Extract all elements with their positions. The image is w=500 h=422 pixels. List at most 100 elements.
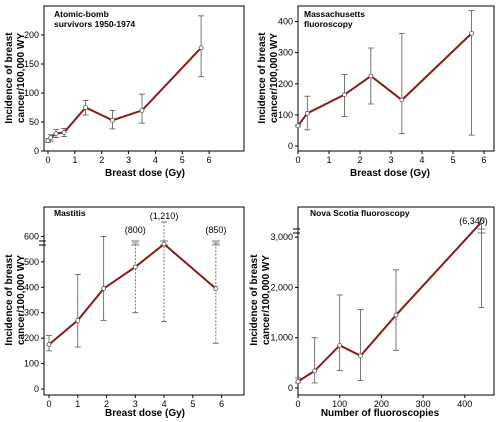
data-point <box>358 353 363 359</box>
panel-title-line2: survivors 1950-1974 <box>54 19 136 29</box>
plot-frame <box>297 206 495 396</box>
x-tick-label: 300 <box>416 399 431 409</box>
panel-atomic-bomb: Atomic-bomb survivors 1950-1974 Breast d… <box>4 5 245 179</box>
y-tick-label: 200 <box>24 30 39 40</box>
y-tick-label: 0 <box>34 146 39 156</box>
x-tick-label: 2 <box>357 155 362 165</box>
x-tick-label: 3 <box>126 155 131 165</box>
x-axis-label: Breast dose (Gy) <box>105 408 185 419</box>
data-point <box>393 312 399 318</box>
x-axis-label: Breast dose (Gy) <box>350 168 430 179</box>
annotation-label: (800) <box>125 225 146 235</box>
y-axis-label-line2: cancer/100,000 WY <box>16 255 27 345</box>
y-tick-label: 300 <box>278 48 293 58</box>
chart-marks: 0 1 2 3 4 5 6 0 50 100 150 200 <box>24 15 212 165</box>
x-tick-label: 1 <box>326 155 331 165</box>
y-tick-label: 100 <box>24 88 39 98</box>
x-tick-label: 0 <box>295 155 300 165</box>
plot-frame <box>297 5 495 152</box>
x-tick-label: 200 <box>374 399 389 409</box>
y-tick-label: 0 <box>288 141 293 151</box>
x-tick-label: 0 <box>45 155 50 165</box>
data-point <box>48 135 54 141</box>
annotation-label: (6,340) <box>459 216 488 226</box>
panel-title-line1: Atomic-bomb <box>54 9 109 19</box>
data-point <box>479 219 484 225</box>
series-line <box>297 32 473 127</box>
data-point <box>45 138 51 143</box>
data-point <box>469 30 475 36</box>
panel-nova-scotia: Nova Scotia fluoroscopy Number of fluoro… <box>249 206 495 419</box>
y-tick-label: 600 <box>24 231 39 241</box>
y-axis-label-line2: cancer/100,000 WY <box>269 33 280 123</box>
x-axis-label: Number of fluoroscopies <box>321 408 440 419</box>
x-tick-label: 2 <box>104 399 109 409</box>
y-tick-label: 50 <box>29 117 39 127</box>
chart-marks: 0 1 2 3 4 5 6 0 100 200 300 400 500 600 (800) (1,210) (8… <box>24 211 226 409</box>
x-tick-label: 5 <box>450 155 455 165</box>
plot-frame <box>43 5 245 152</box>
y-tick-label: 2,000 <box>270 282 293 292</box>
annotation-label: (1,210) <box>150 211 179 221</box>
data-point <box>132 264 138 270</box>
y-tick-label: 400 <box>24 282 39 292</box>
data-point <box>312 368 318 374</box>
y-axis-label-line1: Incidence of breast <box>4 254 15 346</box>
data-point <box>83 105 88 110</box>
y-tick-label: 200 <box>24 333 39 343</box>
x-tick-label: 1 <box>75 399 80 409</box>
x-tick-label: 100 <box>332 399 347 409</box>
series-line <box>297 221 483 383</box>
annotation-label: (850) <box>205 225 226 235</box>
data-point <box>46 342 52 347</box>
panel-title-line2: fluoroscopy <box>304 19 353 29</box>
y-axis-label-line1: Incidence of breast <box>257 32 268 124</box>
data-point <box>101 286 107 291</box>
y-tick-label: 300 <box>24 308 39 318</box>
data-point <box>161 241 167 247</box>
y-axis-label-line2: cancer/100,000 WY <box>261 255 272 345</box>
x-tick-label: 4 <box>419 155 424 165</box>
panel-title: Nova Scotia fluoroscopy <box>310 208 410 218</box>
data-point <box>342 92 347 98</box>
x-tick-label: 0 <box>295 399 300 409</box>
x-tick-label: 2 <box>99 155 104 165</box>
x-tick-label: 6 <box>481 155 486 165</box>
y-axis-label-line2: cancer/100,000 WY <box>16 33 27 123</box>
chart-marks: 0 1 2 3 4 5 6 0 100 200 300 400 <box>278 10 487 165</box>
data-point <box>110 117 115 123</box>
series-line <box>47 47 202 142</box>
data-point <box>53 131 59 137</box>
data-point <box>304 110 310 116</box>
data-point <box>139 108 145 113</box>
data-point <box>295 379 301 384</box>
x-tick-label: 0 <box>46 399 51 409</box>
x-tick-label: 400 <box>457 399 472 409</box>
y-tick-label: 150 <box>24 59 39 69</box>
x-axis-label: Breast dose (Gy) <box>105 168 185 179</box>
x-tick-label: 5 <box>190 399 195 409</box>
y-tick-label: 3,000 <box>270 232 293 242</box>
x-tick-label: 6 <box>207 155 212 165</box>
x-tick-label: 6 <box>219 399 224 409</box>
panel-title: Mastitis <box>54 208 86 218</box>
data-point <box>213 286 219 291</box>
plot-frame <box>43 206 245 396</box>
series-line <box>48 242 217 346</box>
x-tick-label: 3 <box>133 399 138 409</box>
y-tick-label: 1,000 <box>270 333 293 343</box>
x-tick-label: 4 <box>162 399 167 409</box>
y-axis-label-line1: Incidence of breast <box>4 32 15 124</box>
data-point <box>61 130 67 135</box>
data-point <box>337 342 343 348</box>
x-tick-label: 4 <box>153 155 158 165</box>
x-tick-label: 1 <box>72 155 77 165</box>
x-tick-label: 3 <box>388 155 393 165</box>
panel-mastitis: Mastitis Breast dose (Gy) Incidence of b… <box>4 206 245 419</box>
y-tick-label: 100 <box>24 359 39 369</box>
data-point <box>295 123 301 129</box>
y-tick-label: 0 <box>34 384 39 394</box>
data-point <box>75 317 81 323</box>
panel-title-line1: Massachusetts <box>304 9 365 19</box>
